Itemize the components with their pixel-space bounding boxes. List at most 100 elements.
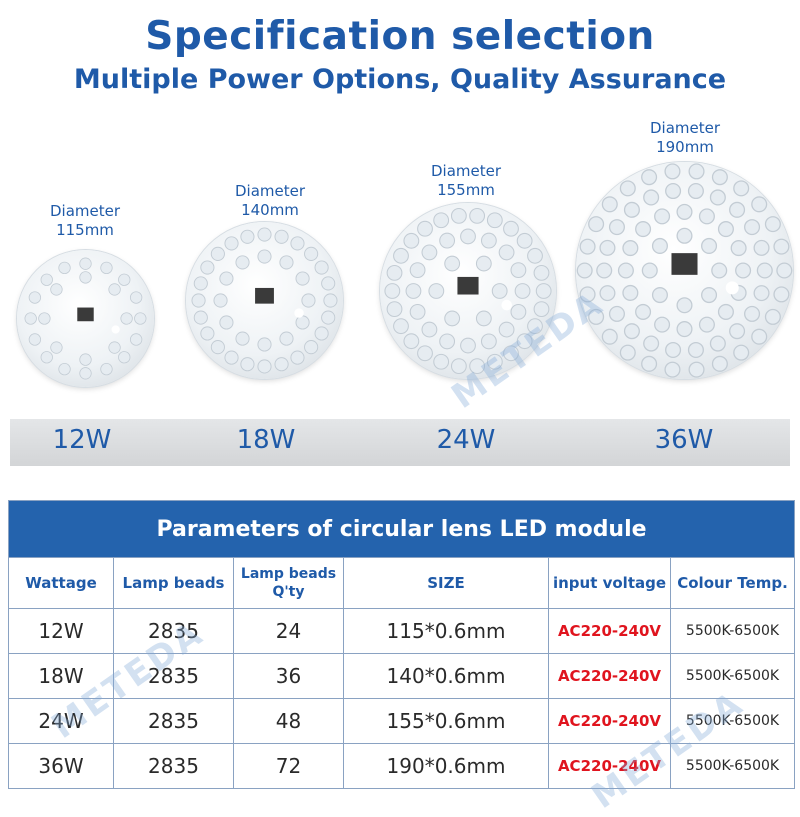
lens-bead xyxy=(533,301,550,318)
lens-bead xyxy=(79,367,92,380)
lens-bead xyxy=(701,237,718,254)
lens-bead xyxy=(421,244,438,261)
diameter-label-36w: Diameter 190mm xyxy=(640,119,730,157)
lens-bead xyxy=(279,331,294,346)
cell-size: 155*0.6mm xyxy=(343,698,549,744)
lens-bead xyxy=(717,303,734,320)
cell-lamp-beads-qty: 48 xyxy=(233,698,344,744)
lens-bead xyxy=(588,308,605,325)
lens-bead xyxy=(274,357,289,372)
lens-bead xyxy=(257,359,272,374)
column-header: SIZE xyxy=(343,557,549,609)
lens-bead xyxy=(79,271,92,284)
cell-lamp-beads: 2835 xyxy=(113,608,234,654)
lens-bead xyxy=(279,255,294,270)
diameter-value: 190mm xyxy=(656,138,714,156)
table-header-row: Wattage Lamp beads Lamp beads Q'ty SIZE … xyxy=(8,557,796,609)
lens-bead xyxy=(79,257,92,270)
diameter-value: 140mm xyxy=(241,201,299,219)
lens-bead xyxy=(744,219,761,236)
lens-bead xyxy=(527,318,543,335)
lens-bead xyxy=(439,232,456,249)
mount-hole xyxy=(111,325,120,334)
diameter-label-text: Diameter xyxy=(49,202,121,220)
cell-input-voltage: AC220-240V xyxy=(548,608,671,654)
lens-bead xyxy=(210,246,225,261)
lens-bead xyxy=(641,169,658,186)
lens-bead xyxy=(711,169,728,186)
lens-bead xyxy=(688,361,705,378)
driver-chip xyxy=(457,276,479,295)
lens-bead xyxy=(753,285,770,302)
lens-bead xyxy=(439,333,456,350)
diameter-label-text: Diameter xyxy=(430,162,502,180)
lens-bead xyxy=(619,180,636,197)
led-module-image-12w xyxy=(17,250,154,387)
parameters-table: Parameters of circular lens LED module W… xyxy=(7,500,796,789)
lens-bead xyxy=(405,283,422,299)
lens-bead xyxy=(619,344,636,361)
led-module-image-36w xyxy=(576,162,793,379)
lens-bead xyxy=(213,293,228,308)
lens-bead xyxy=(617,262,634,279)
lens-bead xyxy=(676,321,693,338)
cell-colour-temp: 5500K-6500K xyxy=(669,698,796,744)
lens-bead xyxy=(753,239,770,256)
lens-bead xyxy=(50,283,63,296)
lens-bead xyxy=(24,312,37,325)
lens-bead xyxy=(393,318,409,335)
lens-bead xyxy=(58,261,71,275)
lens-bead xyxy=(717,221,734,238)
column-header: input voltage xyxy=(548,557,671,609)
lens-bead xyxy=(219,315,234,330)
lens-bead xyxy=(608,305,625,322)
lens-bead xyxy=(664,361,681,378)
lens-bead xyxy=(751,196,768,213)
lens-bead xyxy=(698,208,715,225)
lens-bead xyxy=(764,308,781,325)
lens-bead xyxy=(676,203,693,220)
mount-hole xyxy=(501,299,512,311)
wattage-label-18w: 18W xyxy=(236,425,296,455)
column-header: Wattage xyxy=(8,557,114,609)
table-row: 18W 2835 36 140*0.6mm AC220-240V 5500K-6… xyxy=(8,653,796,699)
lens-bead xyxy=(676,227,693,244)
lens-bead xyxy=(773,238,790,255)
cell-colour-temp: 5500K-6500K xyxy=(669,743,796,789)
cell-lamp-beads: 2835 xyxy=(113,743,234,789)
lens-bead xyxy=(386,301,403,318)
cell-lamp-beads: 2835 xyxy=(113,698,234,744)
lens-bead xyxy=(599,239,616,256)
lens-bead xyxy=(421,321,438,338)
cell-input-voltage: AC220-240V xyxy=(548,698,671,744)
lens-bead xyxy=(735,262,752,279)
diameter-label-text: Diameter xyxy=(649,119,721,137)
lens-bead xyxy=(295,271,310,286)
lens-bead xyxy=(314,326,329,341)
lens-bead xyxy=(498,244,515,261)
lens-bead xyxy=(576,262,593,279)
cell-wattage: 18W xyxy=(8,653,114,699)
driver-chip xyxy=(671,253,698,275)
lens-bead xyxy=(191,293,206,308)
lens-bead xyxy=(290,350,305,365)
lens-bead xyxy=(219,271,234,286)
lens-bead xyxy=(321,276,336,291)
lens-bead xyxy=(393,247,409,264)
lens-bead xyxy=(676,297,693,314)
cell-lamp-beads-qty: 36 xyxy=(233,653,344,699)
lens-bead xyxy=(450,207,467,224)
lens-bead xyxy=(200,326,215,341)
lens-bead xyxy=(503,345,519,362)
lens-bead xyxy=(756,262,773,279)
lens-bead xyxy=(469,207,486,224)
lens-bead xyxy=(450,358,467,375)
lens-bead xyxy=(460,337,476,354)
lens-bead xyxy=(58,362,71,376)
lens-bead xyxy=(240,357,255,372)
lens-bead xyxy=(579,238,596,255)
lens-bead xyxy=(709,189,726,206)
lens-bead xyxy=(687,182,704,200)
lens-bead xyxy=(274,229,289,244)
lens-bead xyxy=(665,341,682,359)
